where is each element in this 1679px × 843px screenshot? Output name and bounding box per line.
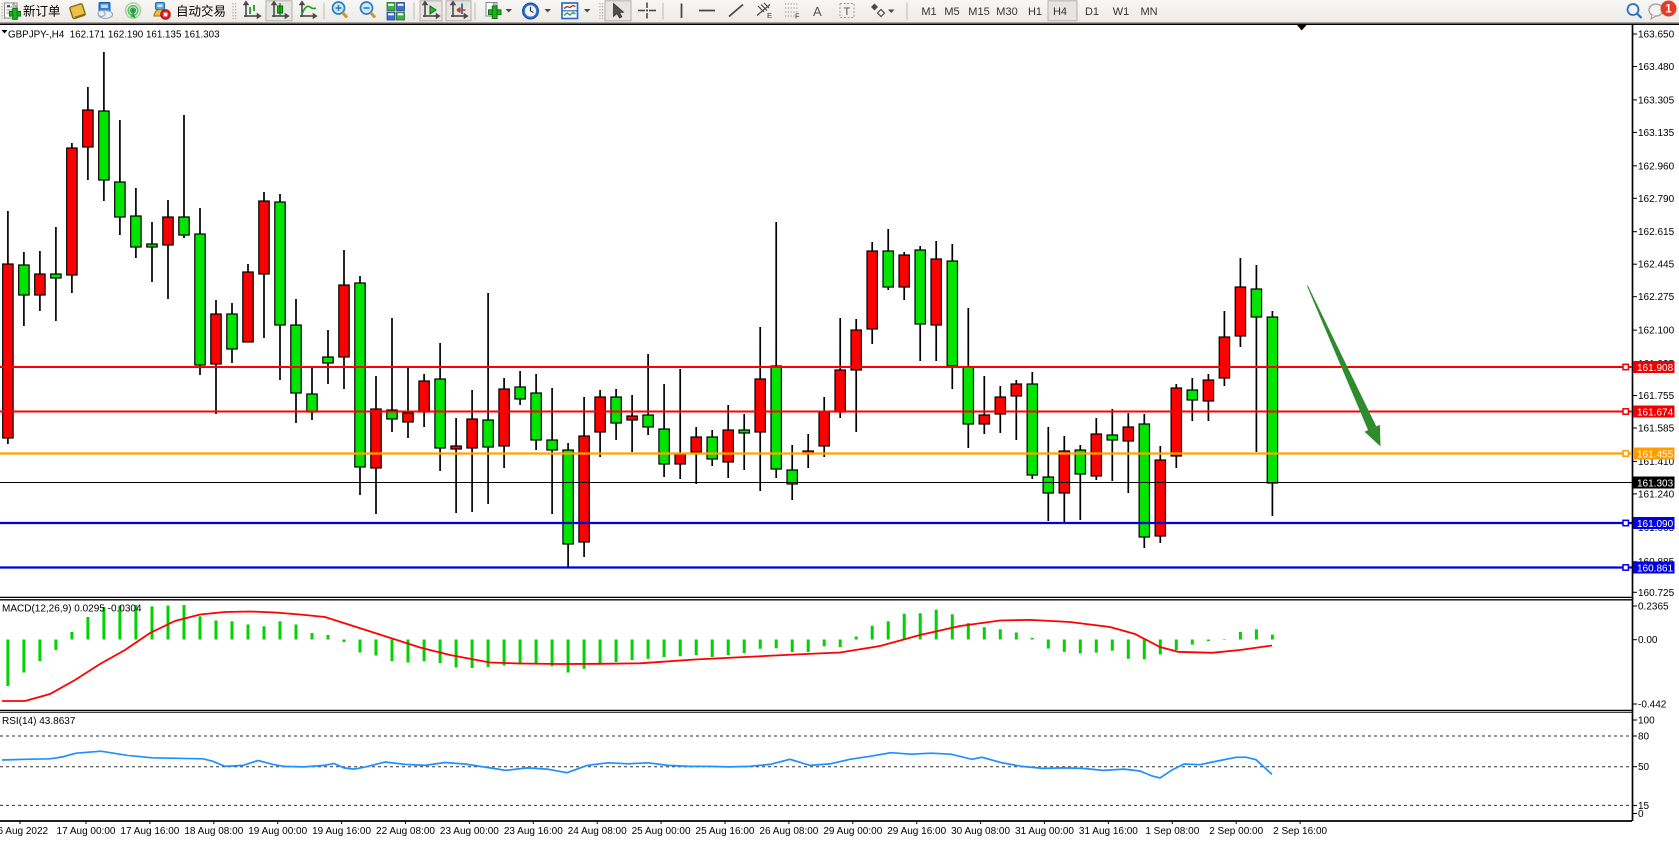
svg-text:26 Aug 08:00: 26 Aug 08:00 xyxy=(759,826,818,837)
svg-text:-0.442: -0.442 xyxy=(1638,700,1667,711)
svg-text:161.240: 161.240 xyxy=(1638,489,1675,500)
svg-text:GBPJPY-,H4 162.171 162.190 16: GBPJPY-,H4 162.171 162.190 161.135 161.3… xyxy=(8,30,220,41)
svg-text:H4: H4 xyxy=(1053,6,1067,18)
svg-text:23 Aug 16:00: 23 Aug 16:00 xyxy=(504,826,563,837)
svg-text:24 Aug 08:00: 24 Aug 08:00 xyxy=(568,826,627,837)
svg-text:161.908: 161.908 xyxy=(1637,363,1674,374)
svg-text:30 Aug 08:00: 30 Aug 08:00 xyxy=(951,826,1010,837)
svg-text:31 Aug 00:00: 31 Aug 00:00 xyxy=(1015,826,1074,837)
svg-text:161.303: 161.303 xyxy=(1637,478,1674,489)
svg-text:25 Aug 16:00: 25 Aug 16:00 xyxy=(696,826,755,837)
svg-text:163.305: 163.305 xyxy=(1638,95,1675,106)
svg-text:25 Aug 00:00: 25 Aug 00:00 xyxy=(632,826,691,837)
svg-text:18 Aug 08:00: 18 Aug 08:00 xyxy=(184,826,243,837)
svg-text:163.480: 163.480 xyxy=(1638,62,1675,73)
svg-text:MACD(12,26,9) 0.0295 -0.0304: MACD(12,26,9) 0.0295 -0.0304 xyxy=(2,604,142,615)
svg-text:17 Aug 00:00: 17 Aug 00:00 xyxy=(57,826,116,837)
svg-text:A: A xyxy=(813,4,822,19)
svg-text:161.090: 161.090 xyxy=(1637,519,1674,530)
svg-text:0: 0 xyxy=(1638,809,1644,820)
svg-text:161.755: 161.755 xyxy=(1638,391,1675,402)
svg-text:0.2365: 0.2365 xyxy=(1638,602,1669,613)
svg-text:162.960: 162.960 xyxy=(1638,161,1675,172)
svg-text:D1: D1 xyxy=(1085,6,1099,18)
svg-text:162.445: 162.445 xyxy=(1638,260,1675,271)
svg-text:M15: M15 xyxy=(968,6,989,18)
svg-text:29 Aug 16:00: 29 Aug 16:00 xyxy=(887,826,946,837)
svg-text:F: F xyxy=(795,12,800,21)
svg-text:31 Aug 16:00: 31 Aug 16:00 xyxy=(1079,826,1138,837)
svg-text:M1: M1 xyxy=(921,6,936,18)
svg-text:161.674: 161.674 xyxy=(1637,407,1674,418)
svg-text:M30: M30 xyxy=(996,6,1017,18)
svg-text:161.410: 161.410 xyxy=(1638,457,1675,468)
svg-text:80: 80 xyxy=(1638,732,1650,743)
svg-text:161.455: 161.455 xyxy=(1637,449,1674,460)
svg-text:19 Aug 00:00: 19 Aug 00:00 xyxy=(248,826,307,837)
svg-text:163.135: 163.135 xyxy=(1638,128,1675,139)
svg-text:162.275: 162.275 xyxy=(1638,292,1675,303)
svg-text:50: 50 xyxy=(1638,762,1650,773)
svg-text:T: T xyxy=(844,6,851,18)
svg-text:160.861: 160.861 xyxy=(1637,563,1674,574)
svg-text:160.725: 160.725 xyxy=(1638,588,1675,599)
svg-text:MN: MN xyxy=(1140,6,1157,18)
svg-text:161.585: 161.585 xyxy=(1638,424,1675,435)
svg-text:W1: W1 xyxy=(1113,6,1130,18)
svg-text:1: 1 xyxy=(1665,4,1672,16)
svg-text:1 Sep 08:00: 1 Sep 08:00 xyxy=(1145,826,1199,837)
svg-text:16 Aug 2022: 16 Aug 2022 xyxy=(0,826,49,837)
svg-text:19 Aug 16:00: 19 Aug 16:00 xyxy=(312,826,371,837)
svg-text:0.00: 0.00 xyxy=(1638,635,1658,646)
svg-text:E: E xyxy=(767,11,772,20)
svg-text:23 Aug 00:00: 23 Aug 00:00 xyxy=(440,826,499,837)
svg-text:15: 15 xyxy=(1638,801,1650,812)
svg-text:新订单: 新订单 xyxy=(23,4,61,19)
svg-text:22 Aug 08:00: 22 Aug 08:00 xyxy=(376,826,435,837)
svg-text:RSI(14) 43.8637: RSI(14) 43.8637 xyxy=(2,716,76,727)
svg-text:17 Aug 16:00: 17 Aug 16:00 xyxy=(120,826,179,837)
svg-text:2 Sep 00:00: 2 Sep 00:00 xyxy=(1209,826,1263,837)
svg-text:H1: H1 xyxy=(1028,6,1042,18)
svg-text:162.100: 162.100 xyxy=(1638,326,1675,337)
svg-text:100: 100 xyxy=(1638,716,1655,727)
svg-text:2 Sep 16:00: 2 Sep 16:00 xyxy=(1273,826,1327,837)
svg-text:163.650: 163.650 xyxy=(1638,30,1675,41)
svg-text:29 Aug 00:00: 29 Aug 00:00 xyxy=(823,826,882,837)
svg-text:162.615: 162.615 xyxy=(1638,227,1675,238)
svg-text:自动交易: 自动交易 xyxy=(176,4,226,19)
svg-text:162.790: 162.790 xyxy=(1638,194,1675,205)
svg-text:M5: M5 xyxy=(944,6,959,18)
